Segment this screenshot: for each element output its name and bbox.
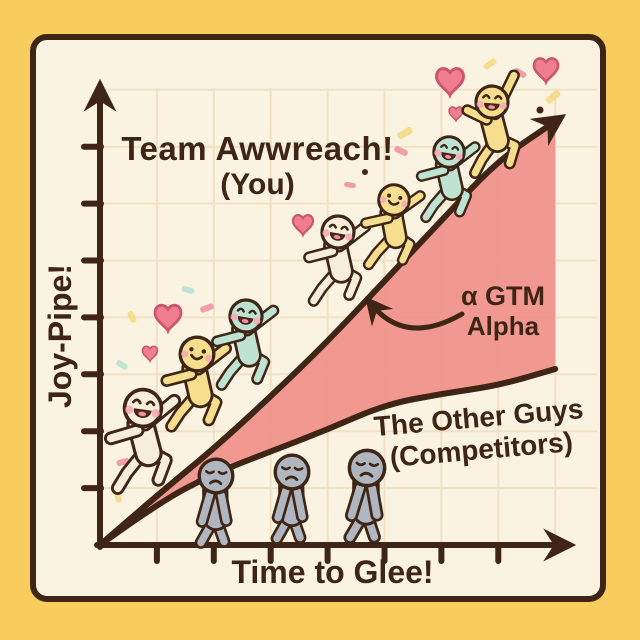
gtm-alpha-annotation-line2: Alpha [466, 311, 540, 342]
climber-figure [360, 183, 426, 271]
chart-title-line1: Team Awwreach! [121, 130, 394, 167]
confetti-piece [394, 146, 408, 156]
climber-figure [415, 135, 481, 224]
confetti-piece [344, 182, 356, 188]
climber-figure [160, 335, 233, 433]
walker-figure [343, 448, 387, 544]
confetti-piece [127, 311, 137, 323]
confetti-piece [200, 303, 214, 313]
gtm-alpha-annotation: α GTM Alpha [428, 281, 578, 342]
heart-icon [435, 67, 465, 100]
confetti-piece [483, 58, 497, 70]
gtm-alpha-area [100, 121, 556, 545]
climber-figure [303, 214, 372, 307]
climber-figure [461, 69, 522, 179]
confetti-dot [362, 169, 368, 175]
gtm-alpha-annotation-line1: α GTM [460, 281, 546, 311]
confetti-piece [116, 360, 128, 370]
annotation-arrow [364, 296, 465, 331]
chart-title-line2: (You) [220, 167, 295, 201]
confetti-piece [397, 126, 413, 140]
y-axis-label: Joy-Pipe! [42, 263, 78, 409]
heart-icon [532, 57, 560, 86]
climber-figure [211, 298, 280, 391]
heart-icon [153, 303, 183, 335]
competitors-line [97, 366, 559, 548]
confetti-dot [536, 106, 544, 114]
climber-figure [103, 387, 182, 495]
confetti-piece [181, 285, 195, 295]
walker-figure [270, 453, 311, 545]
walker-figure [194, 457, 235, 549]
confetti-piece [545, 90, 561, 104]
x-axis-label: Time to Glee! [231, 554, 434, 590]
heart-icon [141, 345, 159, 364]
heart-icon [291, 214, 315, 238]
chart-title: Team Awwreach! (You) [95, 130, 420, 202]
